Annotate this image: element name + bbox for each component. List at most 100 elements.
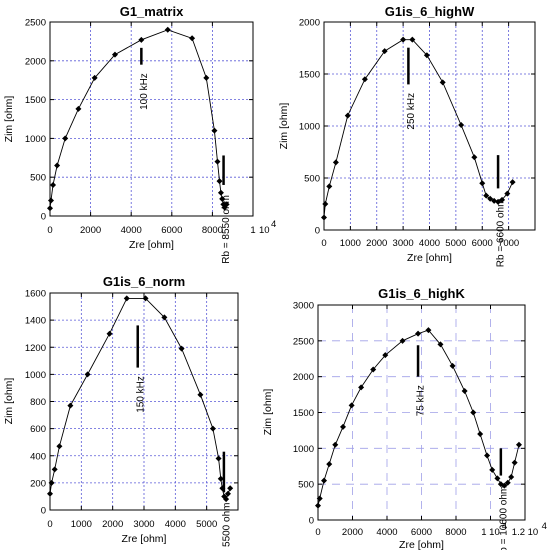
y-tick-label: 2000: [25, 56, 46, 67]
x-axis-label: Zre [ohm]: [399, 539, 444, 550]
data-point: [178, 345, 185, 352]
y-tick-label: 0: [309, 516, 314, 527]
x-tick-label: 4000: [419, 238, 440, 249]
data-point: [461, 388, 468, 394]
x-tick-label: 2000: [366, 238, 387, 249]
y-tick-label: 2000: [299, 18, 320, 29]
frequency-annotation: 75 kHz: [416, 385, 427, 416]
data-point: [316, 495, 323, 502]
data-point: [499, 196, 506, 203]
data-point: [340, 423, 347, 430]
data-point: [106, 330, 113, 337]
data-point: [223, 201, 230, 208]
data-point: [142, 295, 149, 302]
y-tick-label: 1400: [25, 316, 46, 327]
data-line: [49, 29, 227, 209]
y-tick-label: 1000: [25, 370, 46, 381]
chart-title: G1_matrix: [120, 4, 184, 19]
data-point: [216, 178, 223, 185]
plot-frame: [317, 304, 526, 521]
x-tick-exponent-power: 4: [542, 521, 547, 532]
y-tick-label: 1500: [25, 95, 46, 106]
plot-frame: [49, 292, 239, 511]
data-point: [449, 362, 456, 369]
data-point: [203, 74, 210, 81]
x-axis-label: Zre [ohm]: [407, 252, 452, 264]
rb-annotation: Rb = 6600 ohm: [496, 199, 507, 268]
y-tick-label: 0: [315, 226, 320, 237]
data-point: [217, 189, 224, 196]
y-tick-label: 800: [30, 397, 46, 408]
x-tick-exponent-power: 4: [271, 219, 276, 230]
data-point: [91, 74, 98, 81]
data-point: [504, 479, 511, 486]
data-point: [348, 402, 355, 409]
chart-title: G1is_6_highK: [378, 286, 465, 301]
x-tick-exponent: 10: [259, 225, 270, 236]
data-point: [51, 466, 58, 473]
data-point: [332, 159, 339, 166]
data-point: [483, 192, 490, 199]
y-tick-label: 600: [30, 424, 46, 435]
y-axis-label: Zim [ohm]: [3, 96, 15, 143]
x-tick-label: 6000: [411, 527, 432, 538]
data-point: [515, 441, 522, 448]
x-tick-label: 1 10: [481, 527, 500, 538]
data-point: [489, 466, 496, 473]
data-point: [322, 201, 329, 207]
x-tick-label: 8000: [445, 527, 466, 538]
x-tick-exponent-power: 4: [502, 521, 507, 532]
data-point: [315, 502, 321, 509]
y-tick-label: 500: [30, 173, 46, 184]
data-point: [54, 162, 61, 169]
data-point: [224, 490, 231, 497]
data-point: [321, 477, 328, 484]
data-line: [323, 39, 514, 218]
data-point: [84, 371, 91, 378]
x-tick-label: 4000: [376, 527, 397, 538]
rb-annotation: Rb = 10600 ohm: [498, 486, 509, 550]
plot-frame: [49, 21, 254, 217]
y-tick-label: 1500: [299, 70, 320, 81]
data-point: [75, 105, 82, 112]
data-point: [50, 181, 57, 188]
data-point: [484, 452, 491, 459]
y-tick-label: 1200: [25, 343, 46, 354]
x-tick-label: 6000: [472, 238, 493, 249]
x-tick-label: 1.2 10: [512, 527, 538, 538]
x-tick-label: 1000: [340, 238, 361, 249]
x-tick-label: 3000: [133, 519, 154, 530]
data-point: [381, 48, 388, 55]
x-tick-label: 3000: [393, 238, 414, 249]
data-point: [425, 327, 432, 334]
y-tick-label: 200: [30, 478, 46, 489]
x-tick-label: 8000: [202, 225, 223, 236]
data-point: [494, 475, 501, 482]
data-point: [423, 52, 430, 59]
x-tick-label: 5000: [445, 238, 466, 249]
y-tick-label: 1000: [293, 444, 314, 455]
y-tick-label: 1000: [25, 134, 46, 145]
data-point: [214, 158, 221, 165]
y-axis-label: Zim [ohm]: [278, 103, 290, 150]
chart-panel-4: G1is_6_highK 0 2000 4000 6000 8000 1 10 1.2 10 4…: [262, 286, 547, 550]
data-point: [508, 474, 515, 480]
data-point: [48, 479, 55, 486]
y-tick-label: 0: [41, 212, 46, 223]
x-tick-label: 2000: [342, 527, 363, 538]
data-point: [47, 205, 53, 212]
y-tick-label: 1500: [293, 408, 314, 419]
data-point: [164, 26, 171, 33]
data-point: [197, 391, 204, 398]
chart-panel-3: G1is_6_norm 0 1000 2000 3000 4000 5000 0 200 400 6…: [3, 274, 239, 550]
frequency-annotation: 150 kHz: [135, 376, 146, 413]
x-tick-label: 0: [315, 527, 320, 538]
rb-annotation: Rb = 5500 ohm: [222, 502, 233, 550]
data-point: [487, 195, 494, 202]
y-tick-label: 0: [41, 506, 46, 517]
y-tick-label: 2500: [25, 18, 46, 29]
data-point: [370, 366, 377, 373]
plot-frame: [323, 21, 536, 231]
x-tick-label: 6000: [161, 225, 182, 236]
